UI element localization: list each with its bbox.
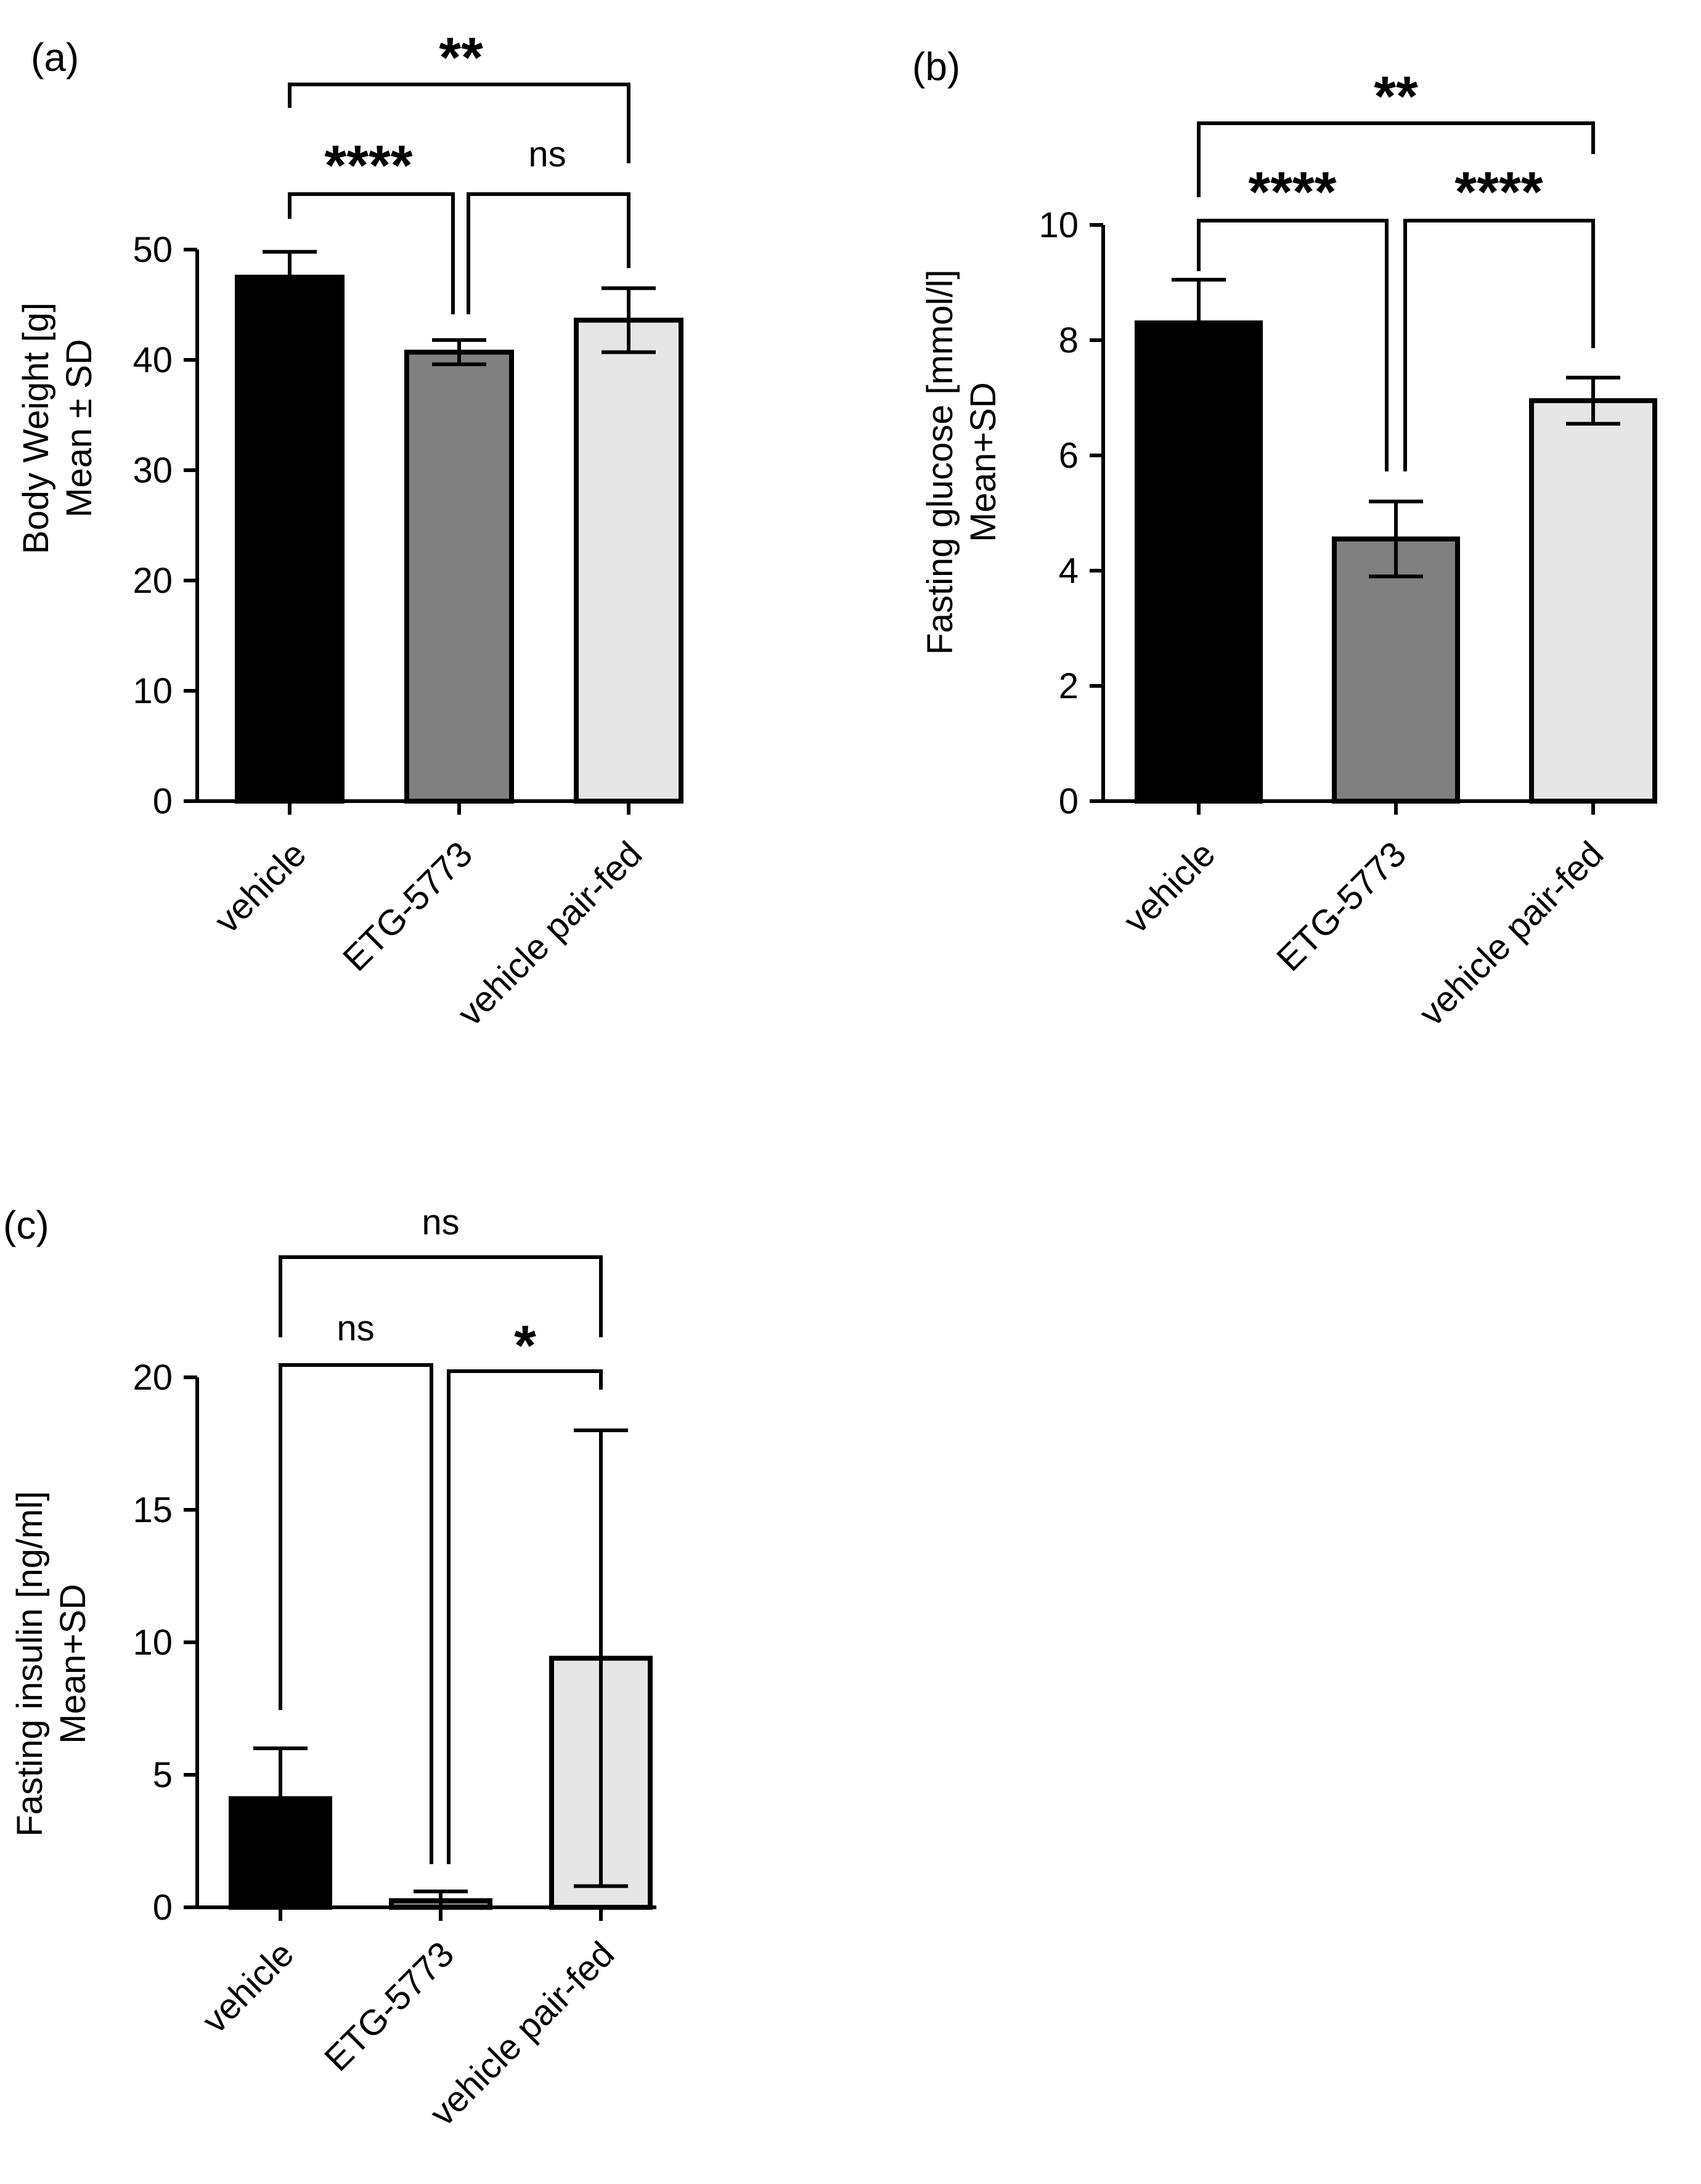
panel-c-y-axis: 0 5 10 15 20 — [133, 1358, 656, 1928]
panel-c-fasting-insulin: (c) 0 5 10 15 20 Fasting insulin [ng/ml] Mea… — [3, 1202, 656, 2133]
panel-c-bracket-etg-vs-pair-fed — [447, 1369, 603, 1864]
panel-c-bracket-vehicle-vs-pair-fed — [279, 1255, 603, 1337]
panel-a-y-axis-title-line2: Mean ± SD — [59, 339, 99, 518]
y-tick-label: 2 — [1059, 666, 1079, 706]
panel-a-bracket-etg-vs-pair-fed — [467, 192, 630, 314]
panel-a-category-etg-5773: ETG-5773 — [335, 834, 480, 979]
y-tick-label: 10 — [133, 1623, 173, 1663]
panel-b-fasting-glucose: (b) 0 2 4 6 8 10 Fasting glucose [mmol/l] Mea… — [912, 44, 1657, 1033]
panel-a-sig-label-2: **** — [324, 134, 412, 197]
panel-b-bracket-vehicle-vs-pair-fed — [1197, 121, 1595, 197]
panel-a-bars — [235, 250, 683, 804]
panel-c-category-labels: vehicle ETG-5773 vehicle pair-fed — [195, 1934, 622, 2133]
y-tick-label: 20 — [133, 561, 173, 601]
y-tick-label: 15 — [133, 1490, 173, 1530]
panel-a-significance: ** **** ns — [288, 26, 630, 314]
bar-vehicle-pair-fed — [1529, 398, 1657, 804]
panel-b-label: (b) — [912, 44, 960, 89]
panel-a-sig-label-3: ns — [528, 134, 566, 174]
y-tick-label: 40 — [133, 340, 173, 380]
y-tick-label: 0 — [153, 781, 173, 821]
panel-c-label: (c) — [3, 1203, 49, 1247]
bar-vehicle — [235, 274, 345, 804]
panel-b-category-labels: vehicle ETG-5773 vehicle pair-fed — [1116, 834, 1612, 1033]
y-tick-label: 0 — [153, 1888, 173, 1928]
panel-c-sig-label-3: * — [514, 1314, 536, 1377]
panel-c-y-axis-title: Fasting insulin [ng/ml] Mean+SD — [10, 1491, 93, 1837]
bar-vehicle-pair-fed — [574, 317, 683, 804]
panel-b-bracket-etg-vs-pair-fed — [1403, 219, 1595, 471]
panel-a-sig-label-1: ** — [439, 26, 483, 89]
bar-vehicle — [1135, 320, 1263, 804]
panel-b-y-axis-title-line1: Fasting glucose [mmol/l] — [920, 269, 960, 654]
panel-b-bars — [1135, 277, 1657, 804]
y-tick-label: 10 — [1038, 205, 1079, 245]
panel-a-y-axis-title-line1: Body Weight [g] — [16, 303, 56, 554]
y-tick-label: 5 — [153, 1755, 173, 1795]
panel-b-category-etg-5773: ETG-5773 — [1269, 834, 1414, 979]
panel-c-category-etg-5773: ETG-5773 — [317, 1934, 462, 2079]
y-tick-label: 10 — [133, 671, 173, 711]
y-tick-label: 8 — [1059, 320, 1079, 361]
panel-b-category-vehicle-pair-fed: vehicle pair-fed — [1411, 834, 1611, 1033]
panel-b-significance: ** **** **** — [1197, 65, 1595, 471]
panel-c-bars — [229, 1428, 653, 1910]
panel-b-sig-label-1: ** — [1374, 65, 1418, 128]
y-tick-label: 50 — [133, 230, 173, 270]
panel-a-y-axis-title: Body Weight [g] Mean ± SD — [16, 303, 99, 554]
panel-a-category-vehicle: vehicle — [207, 834, 314, 941]
bar-etg-5773 — [404, 349, 514, 804]
panel-b-y-axis-title: Fasting glucose [mmol/l] Mean+SD — [920, 269, 1003, 654]
panel-c-significance: ns ns * — [279, 1202, 603, 1864]
y-tick-label: 20 — [133, 1358, 173, 1398]
panel-b-y-axis-title-line2: Mean+SD — [963, 382, 1003, 542]
panel-a-label: (a) — [31, 35, 79, 79]
y-tick-label: 30 — [133, 450, 173, 491]
panel-a-category-vehicle-pair-fed: vehicle pair-fed — [450, 834, 650, 1033]
panel-b-sig-label-3: **** — [1454, 161, 1543, 224]
bar-etg-5773 — [1332, 536, 1460, 804]
panel-a-bracket-vehicle-vs-etg — [288, 192, 455, 314]
panel-b-sig-label-2: **** — [1248, 161, 1336, 224]
panel-a-body-weight: (a) 0 10 20 30 40 50 Body Weight [g] Mean ± S… — [16, 26, 683, 1033]
y-tick-label: 6 — [1059, 436, 1079, 476]
y-tick-label: 0 — [1059, 781, 1079, 821]
panel-c-category-vehicle: vehicle — [195, 1934, 302, 2041]
panel-b-bracket-vehicle-vs-etg — [1197, 219, 1389, 471]
panel-c-y-axis-title-line2: Mean+SD — [53, 1584, 93, 1744]
panel-c-bracket-vehicle-vs-etg — [279, 1363, 433, 1864]
panel-a-bracket-vehicle-vs-pair-fed — [288, 83, 630, 163]
panel-b-category-vehicle: vehicle — [1116, 834, 1223, 941]
panel-b-y-axis: 0 2 4 6 8 10 — [1038, 205, 1636, 821]
panel-c-y-axis-title-line1: Fasting insulin [ng/ml] — [10, 1491, 50, 1837]
y-tick-label: 4 — [1059, 551, 1079, 591]
panel-a-category-labels: vehicle ETG-5773 vehicle pair-fed — [207, 834, 650, 1033]
panel-a-y-axis: 0 10 20 30 40 50 — [133, 230, 672, 821]
panel-c-sig-label-2: ns — [337, 1308, 374, 1348]
panel-c-sig-label-1: ns — [422, 1202, 459, 1242]
